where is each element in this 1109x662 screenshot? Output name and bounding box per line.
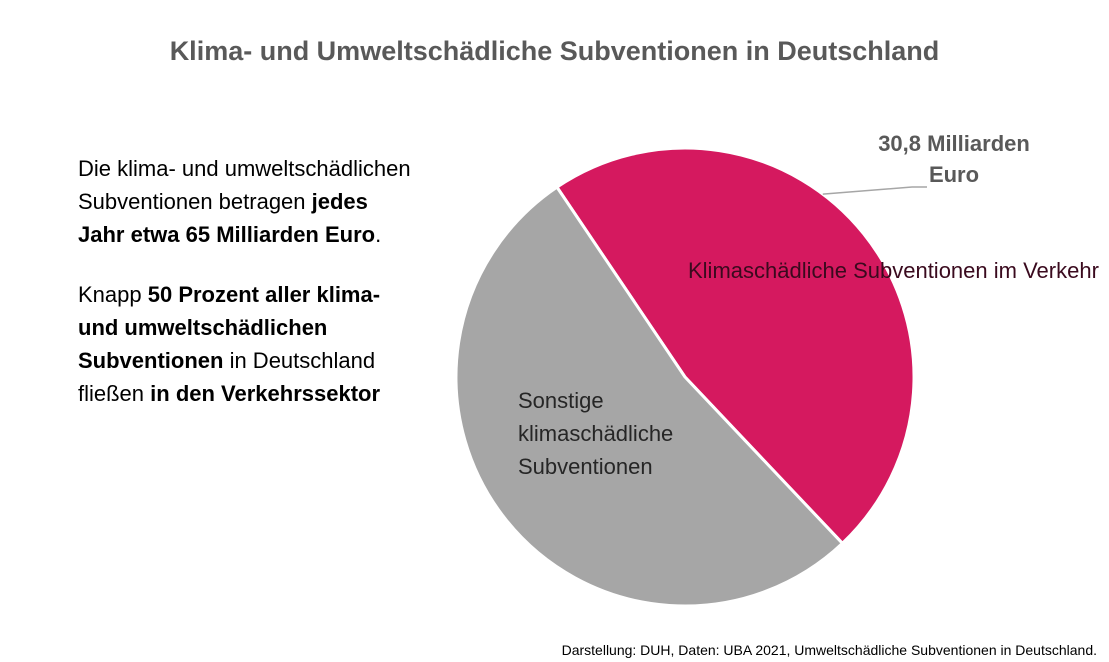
p2-normal-2: in Deutschland fließen (78, 348, 376, 406)
slice-label-verkehr: Klimaschädliche Subventionen im Verkehr (688, 258, 1099, 283)
paragraph-2: Knapp 50 Prozent aller klima- und umwelt… (78, 278, 418, 410)
description-text: Die klima- und umweltschädlichen Subvent… (78, 152, 418, 437)
callout-label: 30,8 Milliarden Euro (878, 131, 1030, 187)
slice-label-sonstige: Sonstige klimaschädliche Subventionen (518, 388, 674, 479)
callout-leader-line (822, 186, 927, 195)
source-note: Darstellung: DUH, Daten: UBA 2021, Umwel… (561, 642, 1097, 658)
p1-end: . (375, 222, 382, 247)
pie-slice-verkehr (555, 146, 916, 545)
p1-bold: jedes Jahr etwa 65 Milliarden Euro (78, 189, 376, 247)
pie-slice-sonstige (454, 185, 844, 608)
p1-normal: Die klima- und umweltschädlichen Subvent… (78, 156, 411, 214)
chart-title: Klima- und Umweltschädliche Subventionen… (169, 36, 940, 66)
p2-bold-1: 50 Prozent aller klima- und umweltschädl… (78, 282, 381, 373)
p2-normal-1: Knapp (78, 282, 148, 307)
p2-bold-2: in den Verkehrssektor (150, 381, 381, 406)
paragraph-1: Die klima- und umweltschädlichen Subvent… (78, 152, 418, 251)
